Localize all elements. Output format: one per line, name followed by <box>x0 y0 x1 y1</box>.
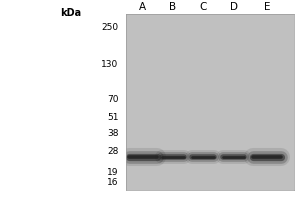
Text: 130: 130 <box>101 60 118 69</box>
Text: 250: 250 <box>101 23 118 32</box>
Text: 16: 16 <box>107 178 118 187</box>
Text: E: E <box>264 2 270 12</box>
Text: A: A <box>139 2 146 12</box>
Text: 38: 38 <box>107 129 118 138</box>
Text: 28: 28 <box>107 147 118 156</box>
Text: D: D <box>230 2 238 12</box>
Text: kDa: kDa <box>60 8 81 18</box>
Text: 51: 51 <box>107 113 118 122</box>
Text: 19: 19 <box>107 168 118 177</box>
Text: C: C <box>200 2 207 12</box>
Text: B: B <box>169 2 177 12</box>
Text: 70: 70 <box>107 95 118 104</box>
